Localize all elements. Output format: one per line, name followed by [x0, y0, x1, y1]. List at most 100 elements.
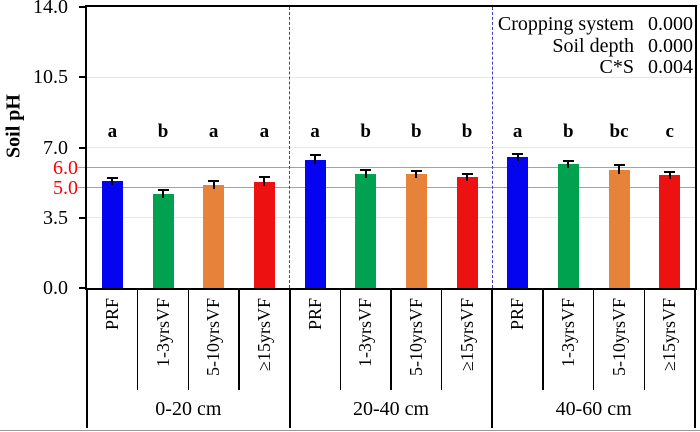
stat-row: C*S 0.004 — [498, 56, 693, 79]
significance-letter: a — [259, 121, 270, 142]
y-axis-tick — [79, 6, 87, 8]
stat-p-value: 0.000 — [648, 34, 693, 57]
bar-5-10yrsVF — [203, 184, 225, 288]
significance-letter: a — [208, 121, 219, 142]
gridline — [87, 147, 695, 148]
error-bar-stem — [162, 189, 164, 198]
error-bar-stem — [466, 173, 468, 181]
error-bar-stem — [263, 177, 266, 186]
significance-letter: b — [360, 121, 371, 142]
x-category-label: 1-3yrsVF — [355, 298, 376, 368]
bar-5-10yrsVF — [608, 169, 630, 288]
y-tick-label: 7.0 — [43, 136, 68, 159]
category-divider — [339, 288, 342, 390]
significance-letter: b — [411, 121, 422, 142]
error-bar-cap — [562, 159, 574, 162]
category-divider — [643, 288, 646, 390]
significance-letter: c — [665, 121, 674, 142]
stat-row: Soil depth 0.000 — [498, 34, 693, 58]
category-divider — [238, 288, 240, 390]
category-divider — [542, 288, 544, 390]
x-category-label: 5-10yrsVF — [203, 298, 224, 377]
y-axis-title: Soil pH — [2, 94, 25, 158]
stat-label: Soil depth — [552, 34, 634, 57]
stat-p-value: 0.000 — [648, 13, 693, 35]
category-divider — [440, 288, 443, 390]
bar-≥15yrsVF — [456, 176, 478, 288]
y-axis-tick — [79, 76, 87, 79]
category-divider — [136, 288, 139, 390]
reference-line-label: 5.0 — [53, 176, 78, 199]
x-category-label: ≥15yrsVF — [253, 298, 274, 371]
error-bar-stem — [516, 153, 519, 161]
error-bar-stem — [415, 170, 418, 178]
x-category-cell: 1-3yrsVF — [138, 290, 189, 390]
x-category-cell: ≥15yrsVF — [239, 290, 290, 390]
group-boundary-line — [694, 288, 696, 428]
x-category-label: 1-3yrsVF — [152, 298, 173, 368]
significance-letter: a — [107, 121, 118, 142]
bar-1-3yrsVF — [557, 163, 579, 288]
group-boundary-line — [288, 288, 291, 428]
gridline — [87, 76, 695, 78]
category-divider — [187, 288, 190, 390]
x-category-cell: 5-10yrsVF — [594, 290, 645, 390]
x-category-cell: ≥15yrsVF — [644, 290, 695, 390]
x-category-cell: PRF — [290, 290, 341, 390]
significance-letter: b — [563, 121, 574, 142]
y-tick-label: 3.5 — [43, 206, 68, 229]
reference-line-label: 6.0 — [53, 156, 78, 179]
error-bar-cap — [613, 163, 625, 166]
x-category-cell: 1-3yrsVF — [340, 290, 391, 390]
significance-letter: a — [512, 121, 523, 142]
bar-≥15yrsVF — [659, 174, 681, 288]
error-bar-cap — [258, 176, 270, 179]
anova-results-annotation: Cropping system 0.000 Soil depth 0.000 C*S 0.… — [498, 13, 693, 79]
bar-PRF — [507, 156, 529, 288]
group-separator-line — [288, 7, 290, 288]
x-category-label: PRF — [101, 298, 122, 331]
category-divider — [592, 288, 595, 390]
x-category-cell: 1-3yrsVF — [543, 290, 594, 390]
y-tick-label: 0.0 — [43, 277, 68, 299]
group-separator-line — [491, 7, 493, 288]
error-bar-cap — [360, 168, 372, 172]
error-bar-stem — [668, 171, 671, 179]
depth-group-label: 0-20 cm — [155, 397, 222, 420]
significance-letter: bc — [609, 121, 629, 142]
error-bar-stem — [567, 160, 570, 168]
x-category-label: 5-10yrsVF — [405, 298, 426, 377]
x-category-cell: PRF — [492, 290, 543, 390]
stat-label: C*S — [599, 56, 634, 78]
error-bar-cap — [512, 152, 524, 155]
x-category-cell: PRF — [87, 290, 138, 390]
reference-line — [78, 166, 695, 169]
x-category-label: PRF — [304, 298, 325, 331]
reference-line — [78, 186, 695, 189]
y-axis-tick — [79, 216, 87, 219]
x-category-label: ≥15yrsVF — [456, 298, 477, 371]
y-tick-label: 10.5 — [33, 66, 68, 89]
error-bar-cap — [461, 172, 473, 175]
stat-p-value: 0.004 — [648, 56, 693, 78]
error-bar-stem — [314, 155, 316, 164]
x-category-cell: ≥15yrsVF — [442, 290, 493, 390]
bar-≥15yrsVF — [253, 181, 275, 288]
bar-5-10yrsVF — [405, 173, 427, 288]
error-bar-cap — [208, 179, 220, 182]
gridline — [87, 217, 695, 219]
x-category-cell: 5-10yrsVF — [391, 290, 442, 390]
depth-group-label: 40-60 cm — [555, 397, 632, 420]
bar-1-3yrsVF — [355, 173, 377, 288]
plot-area: a b a a a b b b a b bc c — [85, 5, 697, 290]
depth-group-label: 20-40 cm — [352, 397, 430, 420]
error-bar-stem — [111, 177, 114, 185]
error-bar-cap — [309, 154, 321, 157]
x-category-label: PRF — [507, 298, 528, 331]
x-category-label: 1-3yrsVF — [557, 298, 578, 368]
significance-letter: b — [157, 121, 169, 142]
y-tick-label: 14.0 — [33, 0, 68, 18]
bar-1-3yrsVF — [152, 193, 174, 288]
error-bar-stem — [212, 180, 215, 189]
